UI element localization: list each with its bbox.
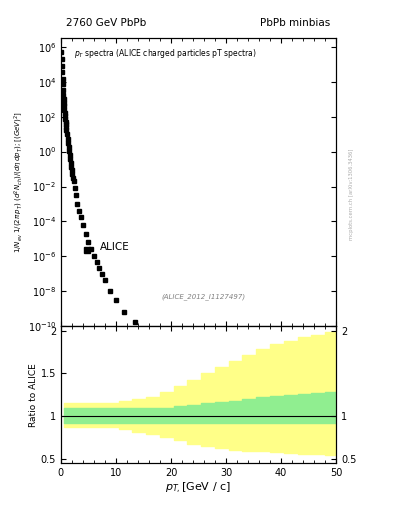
Y-axis label: Ratio to ALICE: Ratio to ALICE (29, 363, 38, 426)
Text: 2760 GeV PbPb: 2760 GeV PbPb (66, 18, 147, 28)
Text: PbPb minbias: PbPb minbias (260, 18, 331, 28)
Y-axis label: $1/N_{ev}$ $1/(2\pi\,p_{T})$ $(d^{2}N_{ch})/(d\eta\,dp_{T})$; $[(GeV)^{2}]$: $1/N_{ev}$ $1/(2\pi\,p_{T})$ $(d^{2}N_{c… (12, 111, 25, 253)
Text: mcplots.cern.ch [arXiv:1306.3436]: mcplots.cern.ch [arXiv:1306.3436] (349, 149, 354, 240)
Text: $p_{T}$ spectra (ALICE charged particles pT spectra): $p_{T}$ spectra (ALICE charged particles… (74, 47, 257, 60)
Text: (ALICE_2012_I1127497): (ALICE_2012_I1127497) (162, 293, 246, 300)
Text: ALICE: ALICE (99, 242, 129, 252)
X-axis label: $p_{T,}$[GeV / c]: $p_{T,}$[GeV / c] (165, 481, 231, 496)
